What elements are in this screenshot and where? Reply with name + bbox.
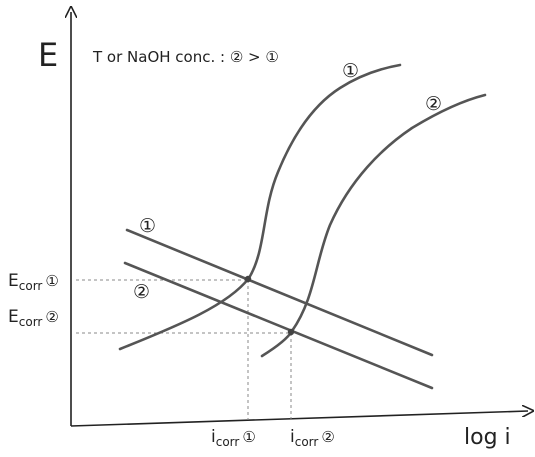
- y-axis-label: E: [38, 36, 58, 74]
- x-axis-label: log i: [464, 425, 511, 450]
- corrosion-point-2: [287, 328, 295, 336]
- legend-note: T or NaOH conc. : ② > ①: [92, 48, 279, 66]
- anodic-curve-1-label: ①: [342, 60, 359, 82]
- cathodic-line-1: [125, 228, 434, 357]
- anodic-curve-1: [118, 63, 402, 351]
- icorr-1-label: icorr ①: [211, 427, 256, 449]
- cathodic-line-2: [123, 261, 434, 390]
- x-axis: [70, 411, 528, 427]
- icorr-2-label: icorr ②: [290, 427, 335, 449]
- ecorr-1-label: Ecorr ①: [8, 271, 59, 293]
- cathodic-line-2-label: ②: [133, 281, 150, 303]
- corrosion-point-1: [244, 275, 252, 283]
- cathodic-line-1-label: ①: [139, 215, 156, 237]
- ecorr-2-label: Ecorr ②: [8, 307, 59, 329]
- anodic-curve-2-label: ②: [425, 93, 442, 115]
